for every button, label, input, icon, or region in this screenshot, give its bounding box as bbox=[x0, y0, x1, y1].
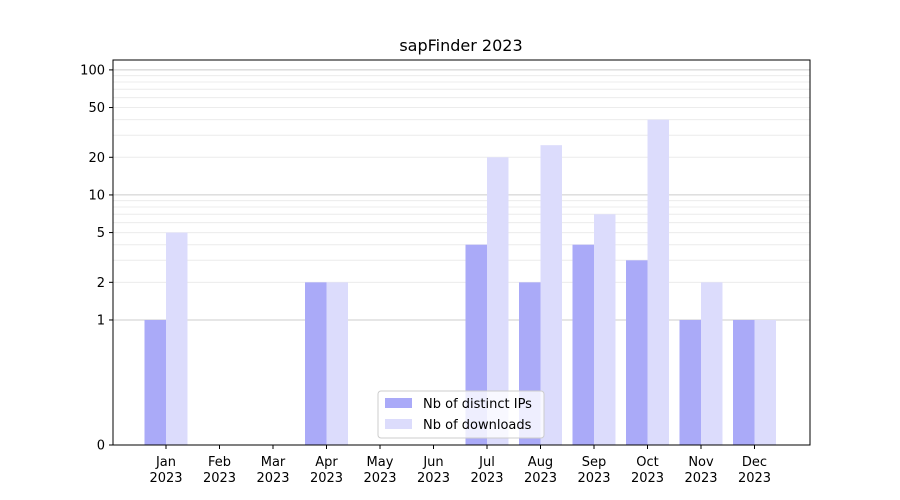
y-tick-label: 50 bbox=[88, 101, 105, 116]
grid-lines bbox=[113, 69, 810, 321]
x-tick-label-year: 2023 bbox=[417, 471, 450, 486]
bar-downloads-apr bbox=[326, 282, 348, 445]
x-tick-label-year: 2023 bbox=[738, 471, 771, 486]
x-tick-label-year: 2023 bbox=[363, 471, 396, 486]
x-tick-label-month: Jun bbox=[422, 455, 443, 470]
x-tick-label-month: Feb bbox=[208, 455, 231, 470]
bar-distinct-ips-oct bbox=[626, 260, 648, 445]
chart-title: sapFinder 2023 bbox=[399, 36, 522, 55]
x-tick-label-year: 2023 bbox=[524, 471, 557, 486]
y-tick-label: 0 bbox=[97, 439, 105, 454]
bar-distinct-ips-dec bbox=[733, 319, 755, 445]
bar-downloads-aug bbox=[540, 145, 562, 445]
bar-downloads-nov bbox=[701, 282, 723, 445]
bar-downloads-jul bbox=[487, 157, 509, 445]
x-tick-label-month: Apr bbox=[315, 455, 338, 470]
plot-frame bbox=[112, 59, 811, 446]
x-tick-label-month: Dec bbox=[742, 455, 767, 470]
bar-distinct-ips-jan bbox=[144, 319, 166, 445]
x-tick-label-month: May bbox=[367, 455, 394, 470]
y-tick-label: 1 bbox=[97, 313, 105, 328]
x-tick-label-year: 2023 bbox=[631, 471, 664, 486]
x-tick-label-year: 2023 bbox=[203, 471, 236, 486]
bar-downloads-sep bbox=[594, 214, 616, 445]
y-axis: 0 1 2 5 10 20 50 100 bbox=[80, 63, 113, 454]
y-tick-label: 20 bbox=[88, 151, 105, 166]
legend-label: Nb of distinct IPs bbox=[423, 397, 532, 412]
legend-swatch bbox=[385, 419, 412, 429]
x-tick-label-month: Jan bbox=[155, 455, 176, 470]
x-tick-label-month: Aug bbox=[528, 455, 553, 470]
bar-downloads-jan bbox=[166, 232, 188, 445]
x-axis: Jan2023Feb2023Mar2023Apr2023May2023Jun20… bbox=[149, 445, 771, 486]
y-tick-label: 5 bbox=[97, 226, 105, 241]
x-tick-label-month: Mar bbox=[261, 455, 286, 470]
bar-downloads-dec bbox=[754, 319, 776, 445]
y-tick-label: 100 bbox=[80, 63, 105, 78]
bars bbox=[144, 119, 776, 446]
bar-distinct-ips-apr bbox=[305, 282, 327, 445]
legend-box bbox=[377, 390, 545, 439]
x-tick-label-month: Oct bbox=[636, 455, 658, 470]
x-tick-label-year: 2023 bbox=[310, 471, 343, 486]
bar-downloads-oct bbox=[647, 119, 669, 446]
legend-swatch bbox=[385, 398, 412, 408]
x-tick-label-month: Nov bbox=[688, 455, 714, 470]
x-tick-label-year: 2023 bbox=[149, 471, 182, 486]
x-tick-label-year: 2023 bbox=[470, 471, 503, 486]
x-tick-label-year: 2023 bbox=[684, 471, 717, 486]
bar-distinct-ips-sep bbox=[572, 244, 594, 445]
x-tick-label-year: 2023 bbox=[577, 471, 610, 486]
y-tick-label: 10 bbox=[88, 188, 105, 203]
bar-distinct-ips-nov bbox=[679, 319, 701, 445]
legend: Nb of distinct IPs Nb of downloads bbox=[377, 390, 545, 439]
x-tick-label-year: 2023 bbox=[256, 471, 289, 486]
x-tick-label-month: Jul bbox=[478, 455, 495, 470]
legend-label: Nb of downloads bbox=[423, 418, 532, 433]
y-tick-label: 2 bbox=[97, 276, 105, 291]
x-tick-label-month: Sep bbox=[582, 455, 607, 470]
